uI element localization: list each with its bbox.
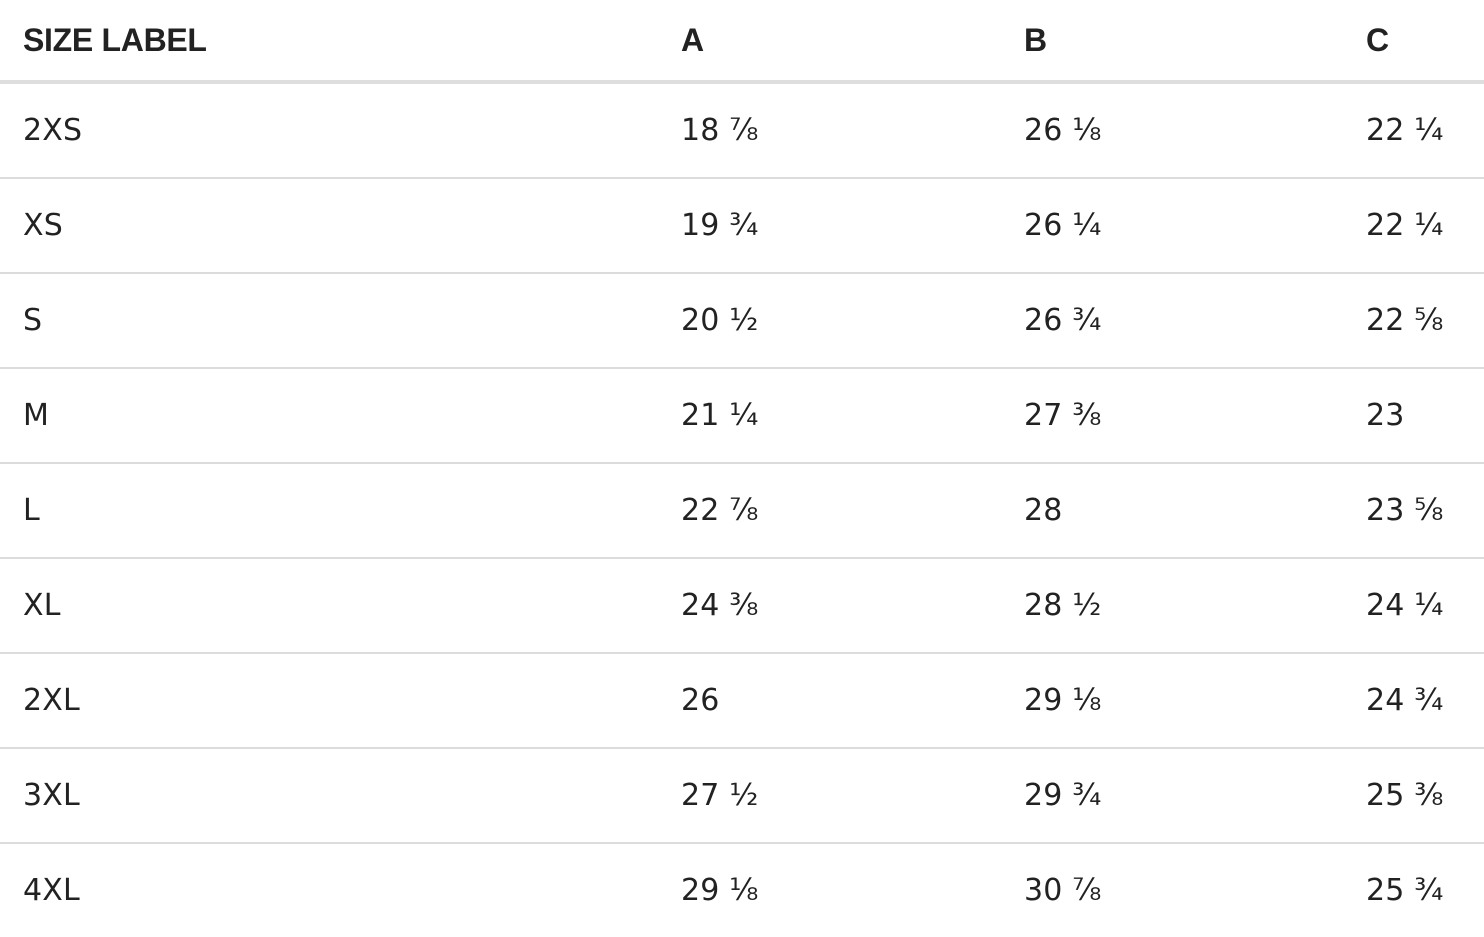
measurement-c-cell: 22 ¼ — [1343, 178, 1484, 274]
size-chart-body: 2XS 18 ⅞ 26 ⅛ 22 ¼ XS 19 ¾ 26 ¼ 22 ¼ S 2… — [0, 82, 1484, 937]
size-label-cell: XS — [0, 178, 658, 274]
measurement-c-cell: 24 ¾ — [1343, 653, 1484, 749]
measurement-b-cell: 28 ½ — [1001, 558, 1343, 654]
size-label-cell: S — [0, 273, 658, 369]
table-row: L 22 ⅞ 28 23 ⅝ — [0, 463, 1484, 559]
measurement-c-cell: 22 ¼ — [1343, 82, 1484, 179]
size-label-cell: 4XL — [23, 873, 80, 908]
measurement-c-cell: 23 — [1343, 368, 1484, 464]
measurement-a-cell: 20 ½ — [658, 273, 1001, 369]
measurement-b-cell: 26 ¼ — [1001, 178, 1343, 274]
measurement-a-cell: 29 ⅛ — [681, 873, 759, 908]
size-label-cell: XL — [0, 558, 658, 654]
measurement-c-cell: 23 ⅝ — [1343, 463, 1484, 559]
measurement-b-cell: 29 ⅛ — [1001, 653, 1343, 749]
measurement-c-cell: 25 ⅜ — [1343, 748, 1484, 844]
measurement-a-cell: 19 ¾ — [658, 178, 1001, 274]
table-row: XS 19 ¾ 26 ¼ 22 ¼ — [0, 178, 1484, 274]
column-header-size-label: SIZE LABEL — [0, 0, 658, 84]
measurement-a-cell: 22 ⅞ — [658, 463, 1001, 559]
size-label-cell: 2XL — [0, 653, 658, 749]
column-header-a: A — [658, 0, 1001, 84]
measurement-a-cell: 24 ⅜ — [658, 558, 1001, 654]
measurement-a-cell: 21 ¼ — [658, 368, 1001, 464]
measurement-c-cell: 24 ¼ — [1343, 558, 1484, 654]
table-row: 2XS 18 ⅞ 26 ⅛ 22 ¼ — [0, 82, 1484, 179]
measurement-a-cell: 27 ½ — [658, 748, 1001, 844]
size-chart-header: SIZE LABEL A B C — [0, 0, 1484, 84]
header-row: SIZE LABEL A B C — [0, 0, 1484, 84]
measurement-b-cell: 26 ¾ — [1001, 273, 1343, 369]
measurement-b-cell: 26 ⅛ — [1001, 82, 1343, 179]
table-row: S 20 ½ 26 ¾ 22 ⅝ — [0, 273, 1484, 369]
measurement-c-cell: 25 ¾ — [1366, 873, 1444, 908]
table-row: 3XL 27 ½ 29 ¾ 25 ⅜ — [0, 748, 1484, 844]
size-label-cell: 2XS — [0, 82, 658, 179]
column-header-b: B — [1001, 0, 1343, 84]
table-row: 2XL 26 29 ⅛ 24 ¾ — [0, 653, 1484, 749]
table-row: XL 24 ⅜ 28 ½ 24 ¼ — [0, 558, 1484, 654]
measurement-b-cell: 28 — [1001, 463, 1343, 559]
measurement-b-cell: 27 ⅜ — [1001, 368, 1343, 464]
measurement-c-cell: 22 ⅝ — [1343, 273, 1484, 369]
size-label-cell: 3XL — [0, 748, 658, 844]
measurement-b-cell: 29 ¾ — [1001, 748, 1343, 844]
measurement-b-cell: 30 ⅞ — [1024, 873, 1102, 908]
column-header-c: C — [1343, 0, 1484, 84]
table-row: 4XL 29 ⅛ 30 ⅞ 25 ¾ — [0, 843, 1484, 937]
measurement-a-cell: 26 — [658, 653, 1001, 749]
size-label-cell: L — [0, 463, 658, 559]
size-label-cell: M — [0, 368, 658, 464]
measurement-a-cell: 18 ⅞ — [658, 82, 1001, 179]
table-row: M 21 ¼ 27 ⅜ 23 — [0, 368, 1484, 464]
